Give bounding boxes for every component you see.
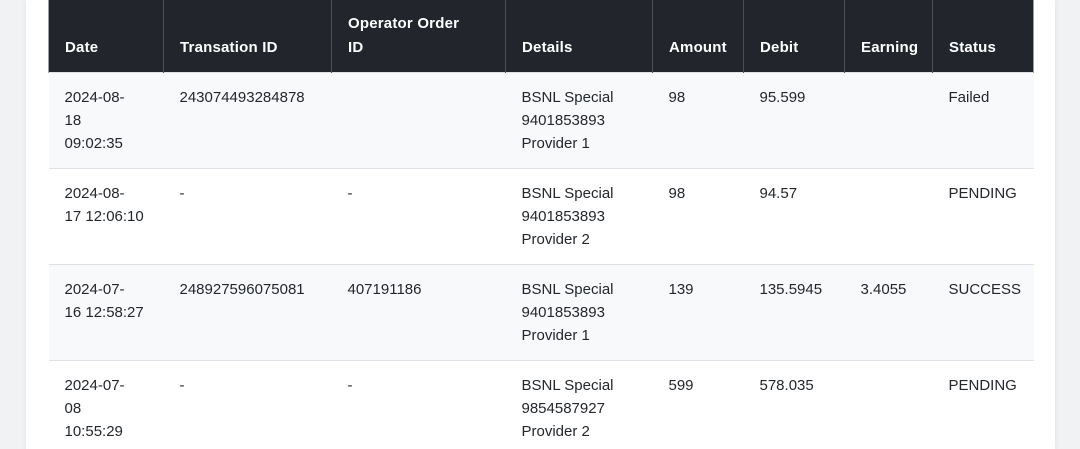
table-row: 2024-07- 08 10:55:29 - - BSNL Special 98545… xyxy=(48,360,1034,449)
column-header-date: Date xyxy=(48,0,164,72)
cell-status: Failed xyxy=(948,88,990,106)
cell-details: BSNL Special 9401853893 Provider 1 xyxy=(521,88,614,152)
cell-status: SUCCESS xyxy=(948,280,1022,298)
cell-operator-order-id: - xyxy=(347,184,353,202)
transactions-card: Date Transation ID Operator Order ID Detail… xyxy=(26,0,1055,449)
column-header-amount: Amount xyxy=(652,0,744,72)
cell-details: BSNL Special 9401853893 Provider 1 xyxy=(521,280,614,344)
transactions-table: Date Transation ID Operator Order ID Detail… xyxy=(48,0,1034,449)
cell-earning xyxy=(845,72,933,168)
cell-transaction-id: - xyxy=(179,376,185,394)
table-body: 2024-08- 18 09:02:35 243074493284878 BSNL … xyxy=(48,72,1034,449)
column-header-earning: Earning xyxy=(844,0,933,72)
table-header-row: Date Transation ID Operator Order ID Detail… xyxy=(48,0,1034,72)
cell-operator-order-id: - xyxy=(347,376,353,394)
cell-transaction-id: - xyxy=(179,184,185,202)
cell-amount: 599 xyxy=(668,376,694,394)
column-header-operator-order-id: Operator Order ID xyxy=(331,0,506,72)
cell-debit: 578.035 xyxy=(759,376,814,394)
cell-status: PENDING xyxy=(948,184,1017,202)
column-header-details: Details xyxy=(505,0,653,72)
column-header-transaction-id: Transation ID xyxy=(163,0,332,72)
cell-amount: 139 xyxy=(668,280,694,298)
cell-date: 2024-08- 18 09:02:35 xyxy=(64,88,125,152)
cell-debit: 94.57 xyxy=(759,184,798,202)
column-header-debit: Debit xyxy=(743,0,845,72)
cell-date: 2024-08- 17 12:06:10 xyxy=(64,184,144,225)
cell-earning: 3.4055 xyxy=(860,280,907,298)
table-row: 2024-08- 17 12:06:10 - - BSNL Special 94018… xyxy=(48,168,1034,264)
cell-amount: 98 xyxy=(668,88,686,106)
cell-operator-order-id: 407191186 xyxy=(347,280,422,298)
cell-transaction-id: 243074493284878 xyxy=(179,88,305,106)
cell-date: 2024-07- 08 10:55:29 xyxy=(64,376,125,440)
cell-earning xyxy=(845,360,933,449)
table-row: 2024-08- 18 09:02:35 243074493284878 BSNL … xyxy=(48,72,1034,168)
cell-earning xyxy=(845,168,933,264)
cell-details: BSNL Special 9854587927 Provider 2 xyxy=(521,376,614,440)
cell-date: 2024-07- 16 12:58:27 xyxy=(64,280,144,321)
cell-amount: 98 xyxy=(668,184,686,202)
column-header-status: Status xyxy=(932,0,1034,72)
cell-status: PENDING xyxy=(948,376,1017,394)
table-row: 2024-07- 16 12:58:27 248927596075081 40719… xyxy=(48,264,1034,360)
cell-transaction-id: 248927596075081 xyxy=(179,280,305,298)
cell-debit: 95.599 xyxy=(759,88,806,106)
cell-debit: 135.5945 xyxy=(759,280,823,298)
cell-details: BSNL Special 9401853893 Provider 2 xyxy=(521,184,614,248)
cell-operator-order-id xyxy=(332,72,506,168)
